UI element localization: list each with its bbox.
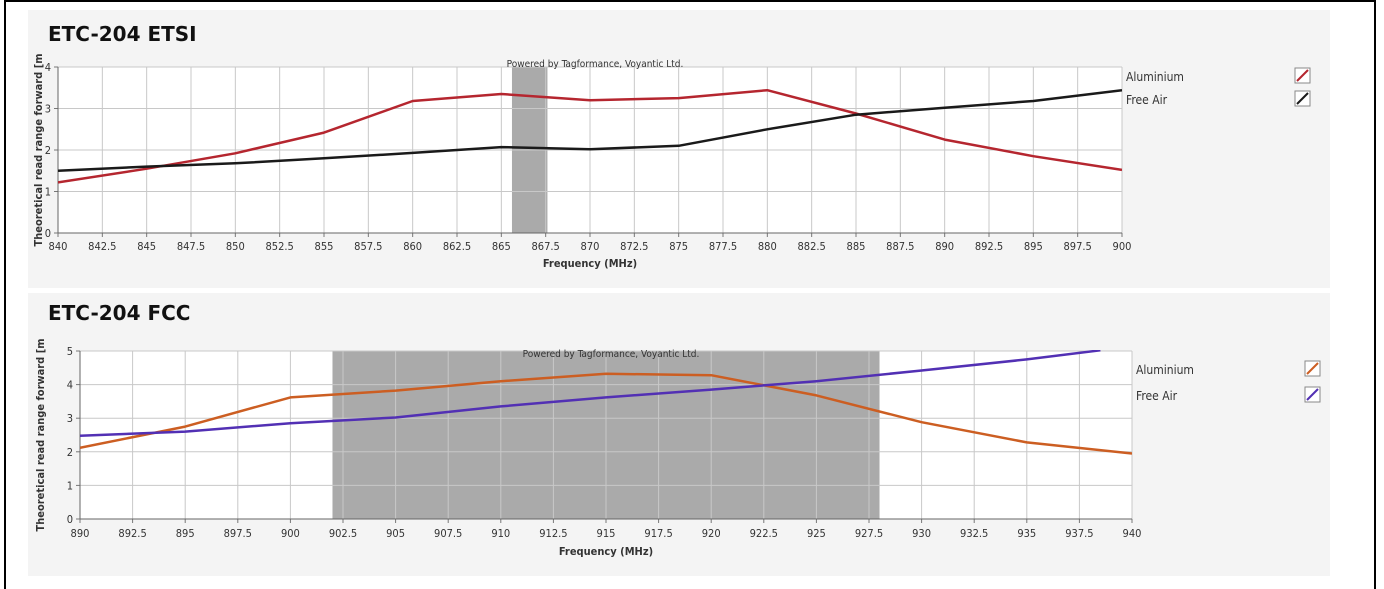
x-tick-label: 925: [807, 527, 826, 540]
fcc-chart-svg: 890 892.5 895 897.5 900 902.5 905 907.5 910 912.5…: [34, 338, 1321, 558]
legend-label: Free Air: [1136, 389, 1178, 403]
y-tick-label: 2: [45, 144, 51, 157]
legend-swatch-line: [1296, 69, 1309, 82]
y-axis-label: Theoretical read range forward [m: [32, 53, 45, 246]
figure-frame: ETC-204 ETSI 840 842.5 845 847.5 850 852.5 855…: [4, 0, 1376, 589]
x-tick-label: 847.5: [177, 240, 205, 253]
legend-label: Free Air: [1126, 93, 1168, 107]
x-tick-label: 902.5: [329, 527, 357, 540]
watermark-text: Powered by Tagformance, Voyantic Ltd.: [507, 59, 684, 70]
y-tick-label: 3: [67, 412, 73, 425]
x-tick-label: 937.5: [1065, 527, 1093, 540]
legend-swatch-line: [1306, 362, 1319, 375]
x-tick-label: 852.5: [266, 240, 294, 253]
y-tick-label: 0: [45, 227, 51, 240]
x-tick-label: 840: [49, 240, 68, 253]
x-tick-label: 877.5: [709, 240, 737, 253]
series-line-aluminium: [58, 88, 1122, 184]
x-tick-label: 867.5: [532, 240, 560, 253]
x-tick-label: 905: [386, 527, 405, 540]
series-line-free-air: [80, 350, 1101, 437]
chart-title: ETC-204 ETSI: [48, 22, 197, 46]
x-axis-label: Frequency (MHz): [543, 257, 637, 270]
legend-label: Aluminium: [1126, 70, 1184, 84]
x-tick-label: 850: [226, 240, 245, 253]
etsi-chart-svg: 840 842.5 845 847.5 850 852.5 855 857.5 860 862.5…: [32, 53, 1311, 270]
watermark-text: Powered by Tagformance, Voyantic Ltd.: [523, 349, 700, 360]
etsi-chart-panel: ETC-204 ETSI 840 842.5 845 847.5 850 852.5 855…: [28, 10, 1330, 288]
x-tick-label: 845: [137, 240, 156, 253]
x-tick-label: 857.5: [354, 240, 382, 253]
x-tick-label: 912.5: [539, 527, 567, 540]
x-tick-label: 895: [176, 527, 195, 540]
x-tick-label: 842.5: [88, 240, 116, 253]
x-tick-label: 885: [847, 240, 866, 253]
x-tick-label: 870: [581, 240, 600, 253]
x-tick-label: 935: [1017, 527, 1036, 540]
x-tick-label: 910: [491, 527, 510, 540]
x-tick-label: 897.5: [224, 527, 252, 540]
x-tick-label: 865: [492, 240, 511, 253]
x-tick-label: 860: [403, 240, 422, 253]
x-tick-label: 890: [935, 240, 954, 253]
x-tick-label: 882.5: [798, 240, 826, 253]
legend-label: Aluminium: [1136, 363, 1194, 377]
x-tick-label: 892.5: [118, 527, 146, 540]
y-tick-label: 0: [67, 513, 73, 526]
x-tick-label: 940: [1123, 527, 1142, 540]
x-tick-label: 862.5: [443, 240, 471, 253]
x-tick-label: 932.5: [960, 527, 988, 540]
y-tick-label: 1: [67, 479, 73, 492]
x-tick-label: 890: [71, 527, 90, 540]
x-tick-label: 880: [758, 240, 777, 253]
y-tick-label: 5: [67, 345, 73, 358]
fcc-chart-panel: ETC-204 FCC 890 892.5 895 897.5 900 902.5 905 9…: [28, 293, 1330, 576]
x-tick-label: 900: [281, 527, 300, 540]
y-tick-label: 4: [67, 379, 73, 392]
x-tick-label: 900: [1113, 240, 1132, 253]
x-tick-label: 895: [1024, 240, 1043, 253]
x-tick-label: 907.5: [434, 527, 462, 540]
x-tick-label: 920: [702, 527, 721, 540]
x-tick-label: 887.5: [886, 240, 914, 253]
x-tick-label: 930: [912, 527, 931, 540]
series-line-aluminium: [80, 372, 1132, 455]
legend-swatch-line: [1306, 388, 1319, 401]
x-tick-label: 872.5: [620, 240, 648, 253]
legend-swatch-line: [1296, 92, 1309, 105]
y-tick-label: 4: [45, 61, 51, 74]
x-tick-label: 875: [669, 240, 688, 253]
x-tick-label: 897.5: [1064, 240, 1092, 253]
y-tick-label: 2: [67, 446, 73, 459]
y-axis-label: Theoretical read range forward [m: [34, 338, 47, 531]
y-tick-label: 3: [45, 103, 51, 116]
x-tick-label: 915: [597, 527, 616, 540]
series-line-free-air: [58, 88, 1122, 173]
y-tick-label: 1: [45, 186, 51, 199]
x-tick-label: 855: [315, 240, 334, 253]
x-tick-label: 922.5: [750, 527, 778, 540]
x-axis-label: Frequency (MHz): [559, 545, 653, 558]
x-tick-label: 892.5: [975, 240, 1003, 253]
chart-title: ETC-204 FCC: [48, 301, 191, 325]
x-tick-label: 927.5: [855, 527, 883, 540]
x-tick-label: 917.5: [644, 527, 672, 540]
